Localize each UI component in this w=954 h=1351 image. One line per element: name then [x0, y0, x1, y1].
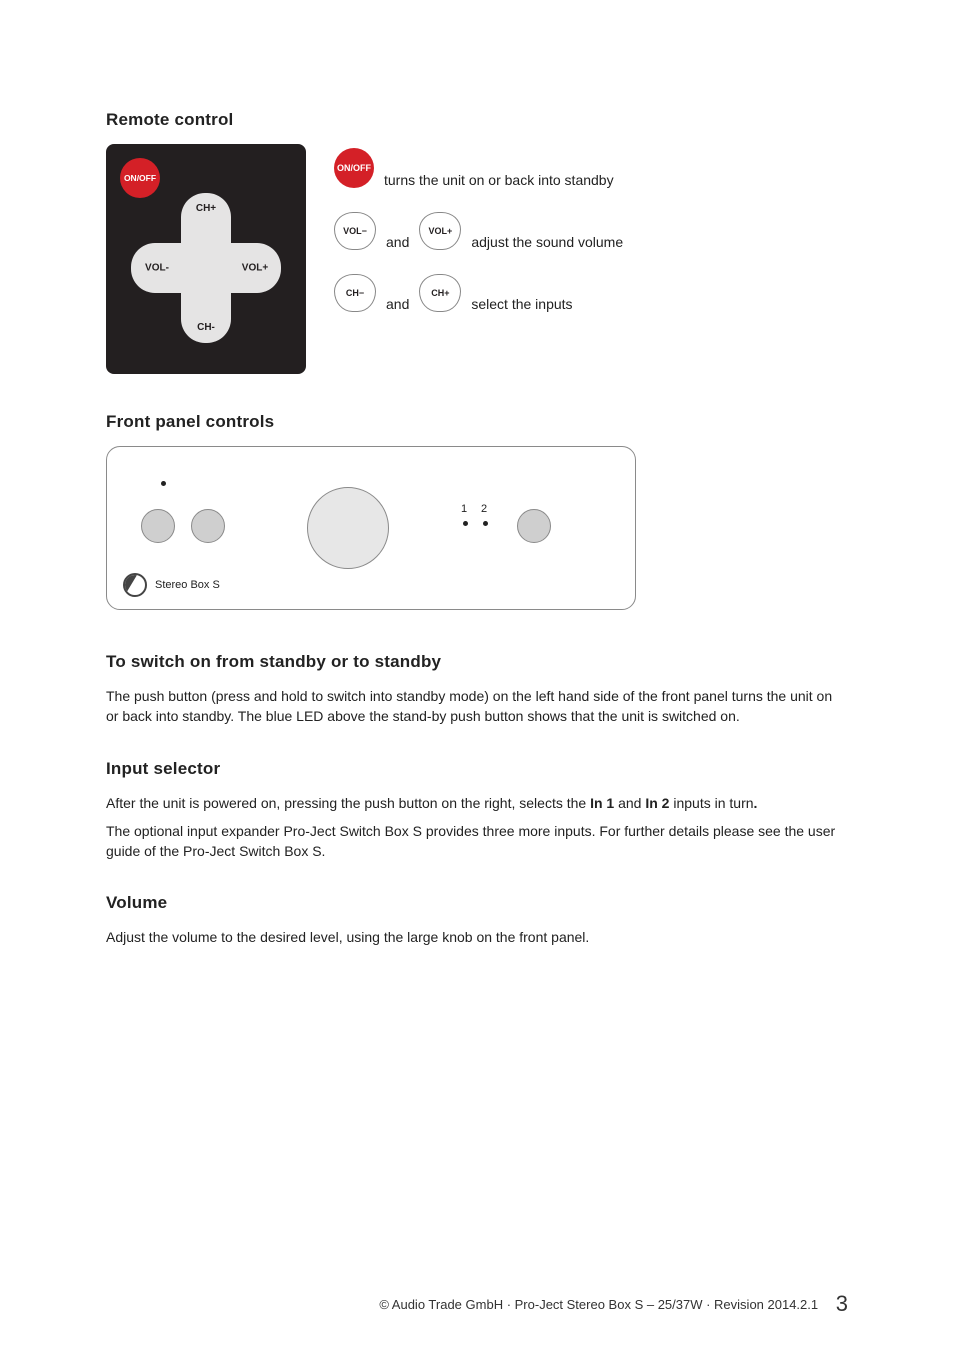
remote-control-row: ON/OFF CH+ CH- VOL- VOL+ ON/OFF turns th…: [106, 144, 848, 374]
legend-vol-plus-icon: VOL+: [419, 212, 461, 250]
heading-front-panel: Front panel controls: [106, 412, 848, 432]
dpad-label-ch-minus: CH-: [184, 322, 228, 333]
heading-remote-control: Remote control: [106, 110, 848, 130]
remote-control-diagram: ON/OFF CH+ CH- VOL- VOL+: [106, 144, 306, 374]
front-panel-indicator-2: [483, 521, 488, 526]
text-standby: The push button (press and hold to switc…: [106, 686, 848, 727]
text-in2: In 2: [645, 795, 669, 811]
page-footer: © Audio Trade GmbH · Pro-Ject Stereo Box…: [0, 1291, 954, 1317]
legend-and: and: [386, 296, 409, 312]
text-volume: Adjust the volume to the desired level, …: [106, 927, 848, 947]
legend-row-volume: VOL− and VOL+ adjust the sound volume: [334, 212, 623, 250]
front-panel-indicator-1: [463, 521, 468, 526]
page-number: 3: [836, 1291, 848, 1316]
legend-vol-text: adjust the sound volume: [471, 234, 623, 250]
dpad-label-vol-plus: VOL+: [233, 263, 277, 274]
front-panel-logo: Stereo Box S: [123, 573, 220, 597]
front-panel-standby-button: [141, 509, 175, 543]
legend-ch-plus-icon: CH+: [419, 274, 461, 312]
front-panel-led: [161, 481, 166, 486]
legend-row-onoff: ON/OFF turns the unit on or back into st…: [334, 148, 623, 188]
text-fragment: After the unit is powered on, pressing t…: [106, 795, 590, 811]
legend-onoff-icon: ON/OFF: [334, 148, 374, 188]
legend-onoff-text: turns the unit on or back into standby: [384, 172, 614, 188]
heading-standby: To switch on from standby or to standby: [106, 652, 848, 672]
front-panel-indicator-label-1: 1: [461, 503, 467, 515]
text-fragment: inputs in turn: [669, 795, 753, 811]
project-logo-icon: [123, 573, 147, 597]
legend-and: and: [386, 234, 409, 250]
front-panel-volume-knob: [307, 487, 389, 569]
front-panel-ir-sensor: [191, 509, 225, 543]
legend-row-channel: CH− and CH+ select the inputs: [334, 274, 623, 312]
remote-legend: ON/OFF turns the unit on or back into st…: [334, 144, 623, 336]
legend-vol-minus-icon: VOL−: [334, 212, 376, 250]
heading-volume: Volume: [106, 893, 848, 913]
footer-text: © Audio Trade GmbH · Pro-Ject Stereo Box…: [379, 1297, 818, 1312]
text-in1: In 1: [590, 795, 614, 811]
remote-onoff-button: ON/OFF: [120, 158, 160, 198]
legend-ch-text: select the inputs: [471, 296, 572, 312]
front-panel-diagram: 1 2 Stereo Box S: [106, 446, 636, 610]
text-fragment: .: [754, 795, 758, 811]
front-panel-indicator-label-2: 2: [481, 503, 487, 515]
heading-input-selector: Input selector: [106, 759, 848, 779]
text-input-selector-2: The optional input expander Pro-Ject Swi…: [106, 821, 848, 862]
legend-ch-minus-icon: CH−: [334, 274, 376, 312]
front-panel-input-button: [517, 509, 551, 543]
text-input-selector-1: After the unit is powered on, pressing t…: [106, 793, 848, 813]
remote-dpad: CH+ CH- VOL- VOL+: [131, 193, 281, 343]
dpad-label-ch-plus: CH+: [184, 203, 228, 214]
front-panel-product-name: Stereo Box S: [155, 579, 220, 591]
dpad-label-vol-minus: VOL-: [135, 263, 179, 274]
text-fragment: and: [614, 795, 645, 811]
